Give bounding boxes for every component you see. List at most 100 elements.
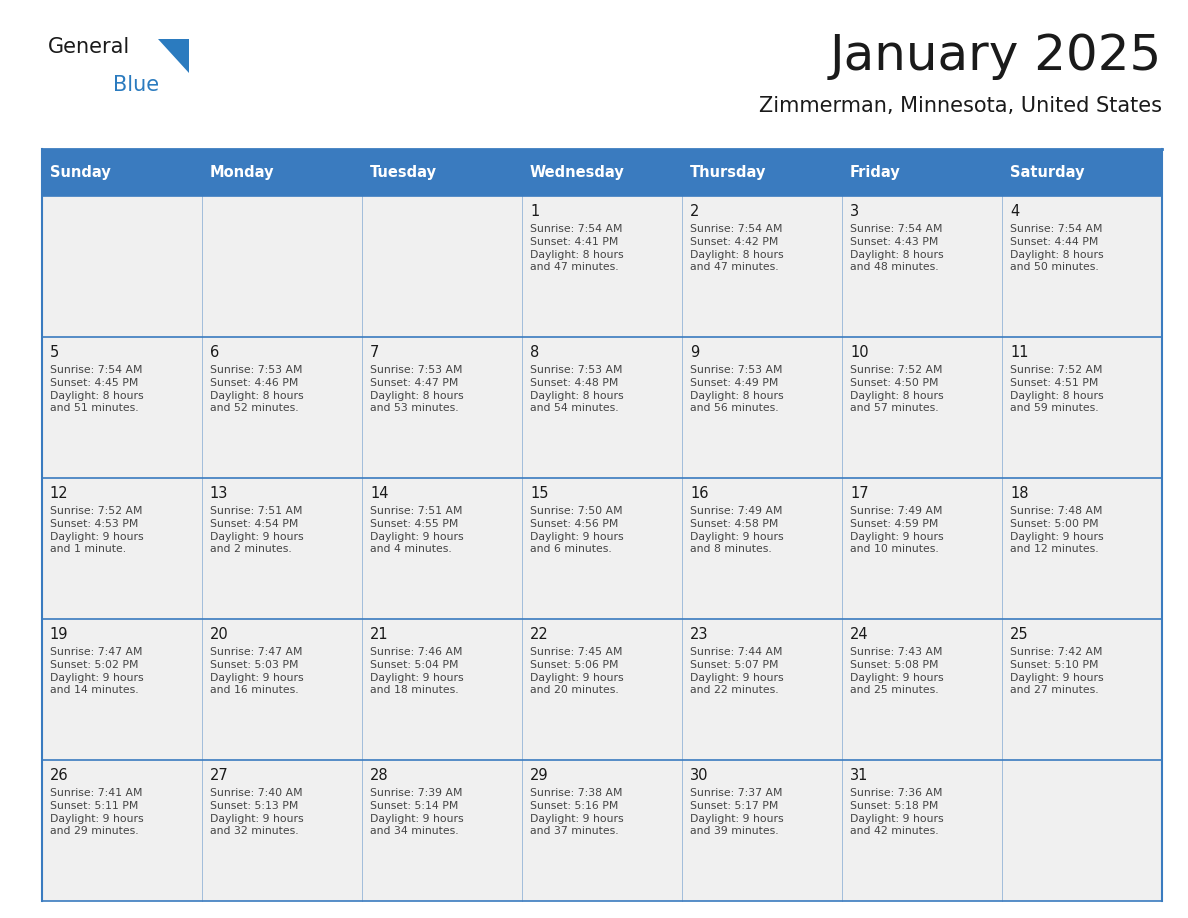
Text: January 2025: January 2025 [829, 32, 1162, 80]
Text: Sunrise: 7:52 AM
Sunset: 4:53 PM
Daylight: 9 hours
and 1 minute.: Sunrise: 7:52 AM Sunset: 4:53 PM Dayligh… [50, 506, 144, 554]
Bar [202, 196, 361, 338]
Bar [42, 196, 202, 338]
Text: Sunrise: 7:39 AM
Sunset: 5:14 PM
Daylight: 9 hours
and 34 minutes.: Sunrise: 7:39 AM Sunset: 5:14 PM Dayligh… [369, 788, 463, 836]
Bar [682, 478, 842, 620]
Text: 8: 8 [530, 345, 539, 360]
Text: Sunrise: 7:54 AM
Sunset: 4:41 PM
Daylight: 8 hours
and 47 minutes.: Sunrise: 7:54 AM Sunset: 4:41 PM Dayligh… [530, 224, 624, 273]
Text: 14: 14 [369, 486, 388, 501]
Text: Sunrise: 7:37 AM
Sunset: 5:17 PM
Daylight: 9 hours
and 39 minutes.: Sunrise: 7:37 AM Sunset: 5:17 PM Dayligh… [690, 788, 784, 836]
Text: 3: 3 [851, 204, 859, 218]
Bar [202, 760, 361, 901]
Bar [842, 149, 1001, 196]
Bar [842, 620, 1001, 760]
Text: Sunrise: 7:42 AM
Sunset: 5:10 PM
Daylight: 9 hours
and 27 minutes.: Sunrise: 7:42 AM Sunset: 5:10 PM Dayligh… [1010, 647, 1104, 696]
Text: Friday: Friday [851, 165, 901, 180]
Text: 28: 28 [369, 767, 388, 783]
Bar [1001, 149, 1162, 196]
Bar [682, 760, 842, 901]
Text: Sunrise: 7:43 AM
Sunset: 5:08 PM
Daylight: 9 hours
and 25 minutes.: Sunrise: 7:43 AM Sunset: 5:08 PM Dayligh… [851, 647, 943, 696]
Bar [361, 620, 522, 760]
Text: Sunrise: 7:53 AM
Sunset: 4:47 PM
Daylight: 8 hours
and 53 minutes.: Sunrise: 7:53 AM Sunset: 4:47 PM Dayligh… [369, 365, 463, 413]
Bar [42, 149, 202, 196]
Text: Sunrise: 7:49 AM
Sunset: 4:59 PM
Daylight: 9 hours
and 10 minutes.: Sunrise: 7:49 AM Sunset: 4:59 PM Dayligh… [851, 506, 943, 554]
Text: Monday: Monday [210, 165, 274, 180]
Text: Sunrise: 7:54 AM
Sunset: 4:42 PM
Daylight: 8 hours
and 47 minutes.: Sunrise: 7:54 AM Sunset: 4:42 PM Dayligh… [690, 224, 784, 273]
Bar [361, 338, 522, 478]
Bar [682, 196, 842, 338]
Text: 10: 10 [851, 345, 868, 360]
Text: 18: 18 [1010, 486, 1029, 501]
Text: Sunrise: 7:48 AM
Sunset: 5:00 PM
Daylight: 9 hours
and 12 minutes.: Sunrise: 7:48 AM Sunset: 5:00 PM Dayligh… [1010, 506, 1104, 554]
Bar [522, 149, 682, 196]
Bar [42, 620, 202, 760]
Text: Zimmerman, Minnesota, United States: Zimmerman, Minnesota, United States [759, 96, 1162, 117]
Text: Sunrise: 7:46 AM
Sunset: 5:04 PM
Daylight: 9 hours
and 18 minutes.: Sunrise: 7:46 AM Sunset: 5:04 PM Dayligh… [369, 647, 463, 696]
Bar [842, 196, 1001, 338]
Text: 21: 21 [369, 627, 388, 642]
Text: 26: 26 [50, 767, 69, 783]
Text: Sunrise: 7:53 AM
Sunset: 4:49 PM
Daylight: 8 hours
and 56 minutes.: Sunrise: 7:53 AM Sunset: 4:49 PM Dayligh… [690, 365, 784, 413]
Text: 19: 19 [50, 627, 69, 642]
Text: Blue: Blue [113, 75, 159, 95]
Text: 4: 4 [1010, 204, 1019, 218]
Text: Sunrise: 7:44 AM
Sunset: 5:07 PM
Daylight: 9 hours
and 22 minutes.: Sunrise: 7:44 AM Sunset: 5:07 PM Dayligh… [690, 647, 784, 696]
Text: 30: 30 [690, 767, 708, 783]
Text: 25: 25 [1010, 627, 1029, 642]
Text: Sunrise: 7:52 AM
Sunset: 4:51 PM
Daylight: 8 hours
and 59 minutes.: Sunrise: 7:52 AM Sunset: 4:51 PM Dayligh… [1010, 365, 1104, 413]
Bar [682, 620, 842, 760]
Text: Sunrise: 7:36 AM
Sunset: 5:18 PM
Daylight: 9 hours
and 42 minutes.: Sunrise: 7:36 AM Sunset: 5:18 PM Dayligh… [851, 788, 943, 836]
Text: 2: 2 [690, 204, 700, 218]
Text: Sunday: Sunday [50, 165, 110, 180]
Text: 13: 13 [210, 486, 228, 501]
Text: 11: 11 [1010, 345, 1029, 360]
Text: 15: 15 [530, 486, 549, 501]
Bar [842, 338, 1001, 478]
Text: 6: 6 [210, 345, 220, 360]
Text: Sunrise: 7:41 AM
Sunset: 5:11 PM
Daylight: 9 hours
and 29 minutes.: Sunrise: 7:41 AM Sunset: 5:11 PM Dayligh… [50, 788, 144, 836]
Bar [361, 478, 522, 620]
Bar [1001, 760, 1162, 901]
Text: Sunrise: 7:47 AM
Sunset: 5:03 PM
Daylight: 9 hours
and 16 minutes.: Sunrise: 7:47 AM Sunset: 5:03 PM Dayligh… [210, 647, 304, 696]
Bar [202, 149, 361, 196]
Text: Sunrise: 7:50 AM
Sunset: 4:56 PM
Daylight: 9 hours
and 6 minutes.: Sunrise: 7:50 AM Sunset: 4:56 PM Dayligh… [530, 506, 624, 554]
Text: Sunrise: 7:53 AM
Sunset: 4:48 PM
Daylight: 8 hours
and 54 minutes.: Sunrise: 7:53 AM Sunset: 4:48 PM Dayligh… [530, 365, 624, 413]
Text: Sunrise: 7:45 AM
Sunset: 5:06 PM
Daylight: 9 hours
and 20 minutes.: Sunrise: 7:45 AM Sunset: 5:06 PM Dayligh… [530, 647, 624, 696]
Bar [842, 760, 1001, 901]
Bar [42, 760, 202, 901]
Bar [1001, 620, 1162, 760]
Text: 24: 24 [851, 627, 868, 642]
Bar [682, 338, 842, 478]
Text: Tuesday: Tuesday [369, 165, 437, 180]
Text: General: General [48, 37, 129, 57]
Text: 17: 17 [851, 486, 868, 501]
Text: 29: 29 [530, 767, 549, 783]
Bar [1001, 478, 1162, 620]
Text: Sunrise: 7:49 AM
Sunset: 4:58 PM
Daylight: 9 hours
and 8 minutes.: Sunrise: 7:49 AM Sunset: 4:58 PM Dayligh… [690, 506, 784, 554]
Bar [42, 338, 202, 478]
Text: 9: 9 [690, 345, 700, 360]
Bar [202, 620, 361, 760]
Polygon shape [158, 39, 189, 73]
Text: Sunrise: 7:47 AM
Sunset: 5:02 PM
Daylight: 9 hours
and 14 minutes.: Sunrise: 7:47 AM Sunset: 5:02 PM Dayligh… [50, 647, 144, 696]
Text: Sunrise: 7:54 AM
Sunset: 4:43 PM
Daylight: 8 hours
and 48 minutes.: Sunrise: 7:54 AM Sunset: 4:43 PM Dayligh… [851, 224, 943, 273]
Bar [522, 760, 682, 901]
Text: Thursday: Thursday [690, 165, 766, 180]
Text: Sunrise: 7:52 AM
Sunset: 4:50 PM
Daylight: 8 hours
and 57 minutes.: Sunrise: 7:52 AM Sunset: 4:50 PM Dayligh… [851, 365, 943, 413]
Text: Sunrise: 7:51 AM
Sunset: 4:54 PM
Daylight: 9 hours
and 2 minutes.: Sunrise: 7:51 AM Sunset: 4:54 PM Dayligh… [210, 506, 304, 554]
Text: 23: 23 [690, 627, 708, 642]
Text: Sunrise: 7:51 AM
Sunset: 4:55 PM
Daylight: 9 hours
and 4 minutes.: Sunrise: 7:51 AM Sunset: 4:55 PM Dayligh… [369, 506, 463, 554]
Text: 12: 12 [50, 486, 69, 501]
Text: 1: 1 [530, 204, 539, 218]
Text: Sunrise: 7:40 AM
Sunset: 5:13 PM
Daylight: 9 hours
and 32 minutes.: Sunrise: 7:40 AM Sunset: 5:13 PM Dayligh… [210, 788, 304, 836]
Bar [522, 478, 682, 620]
Bar [682, 149, 842, 196]
Bar [202, 338, 361, 478]
Bar [1001, 338, 1162, 478]
Bar [361, 149, 522, 196]
Text: Sunrise: 7:38 AM
Sunset: 5:16 PM
Daylight: 9 hours
and 37 minutes.: Sunrise: 7:38 AM Sunset: 5:16 PM Dayligh… [530, 788, 624, 836]
Text: Sunrise: 7:54 AM
Sunset: 4:45 PM
Daylight: 8 hours
and 51 minutes.: Sunrise: 7:54 AM Sunset: 4:45 PM Dayligh… [50, 365, 144, 413]
Bar [522, 620, 682, 760]
Bar [361, 760, 522, 901]
Text: 22: 22 [530, 627, 549, 642]
Bar [1001, 196, 1162, 338]
